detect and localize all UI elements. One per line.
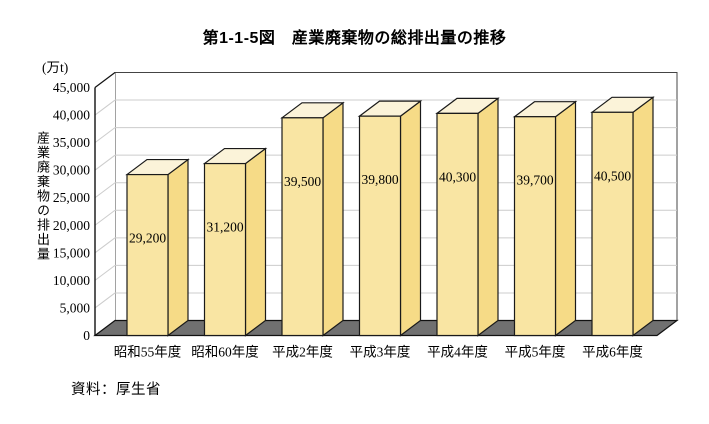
left-wall (95, 72, 115, 336)
bar-value-label: 40,300 (439, 169, 476, 184)
x-category-label: 昭和55年度 (114, 345, 182, 360)
bar: 31,200 (202, 147, 268, 337)
bar: 39,800 (357, 99, 423, 337)
bar-value-label: 39,500 (284, 174, 321, 189)
bar-side-face (477, 97, 499, 337)
bar: 39,500 (280, 101, 345, 337)
y-tick-label: 20,000 (53, 218, 90, 233)
y-tick-label: 25,000 (53, 190, 90, 205)
x-category-label: 平成6年度 (582, 345, 643, 360)
bar: 39,700 (512, 100, 578, 337)
gridline-wall-segment (94, 182, 116, 199)
bar-front-face (436, 112, 479, 337)
bar: 40,300 (435, 97, 500, 337)
bar-side-face (244, 147, 267, 337)
bar-value-label: 39,700 (516, 173, 553, 188)
y-tick-label: 15,000 (53, 245, 90, 260)
gridline-wall-segment (94, 154, 116, 171)
bar-front-face (591, 111, 634, 337)
gridline-wall-segment (94, 264, 116, 281)
bar-front-face (126, 173, 169, 337)
bar: 29,200 (125, 158, 190, 337)
bar-side-face (632, 96, 654, 337)
y-axis-title: 産業廃棄物の排出量 (35, 131, 50, 262)
bar-front-face (513, 116, 557, 337)
bar-value-label: 31,200 (206, 220, 243, 235)
y-axis-unit-label: (万t) (42, 60, 69, 75)
y-tick-label: 30,000 (53, 163, 90, 178)
bar-front-face (358, 115, 402, 337)
y-tick-label: 5,000 (60, 300, 91, 315)
x-category-label: 平成3年度 (350, 345, 411, 360)
y-tick-label: 0 (83, 328, 90, 343)
bar-value-label: 39,800 (361, 172, 398, 187)
gridline-wall-segment (94, 127, 116, 144)
y-tick-label: 10,000 (53, 273, 90, 288)
axis-depth-edge (94, 72, 116, 88)
bar-value-label: 29,200 (129, 231, 166, 246)
bar-side-face (322, 101, 344, 337)
y-tick-label: 35,000 (53, 135, 90, 150)
source-note: 資料：厚生省 (71, 382, 161, 398)
bar: 40,500 (590, 96, 655, 337)
y-tick-label: 45,000 (53, 80, 90, 95)
bar-value-label: 40,500 (594, 168, 631, 183)
bar-side-face (167, 158, 189, 337)
x-category-label: 平成5年度 (505, 345, 566, 360)
chart-title: 第1-1-5図 産業廃棄物の総排出量の推移 (202, 30, 507, 47)
gridline-wall-segment (94, 99, 116, 116)
bar-side-face (399, 99, 422, 337)
gridline-wall-segment (94, 292, 116, 309)
x-category-label: 平成2年度 (272, 345, 333, 360)
y-tick-label: 40,000 (53, 108, 90, 123)
gridline-wall-segment (94, 209, 116, 226)
gridline-wall-segment (94, 237, 116, 254)
x-category-label: 昭和60年度 (191, 345, 259, 360)
bar-front-face (281, 117, 324, 337)
bar-side-face (554, 100, 577, 337)
bar-front-face (203, 162, 247, 337)
x-category-label: 平成4年度 (427, 345, 488, 360)
